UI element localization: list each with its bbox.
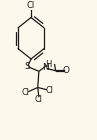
Text: H: H [45, 60, 51, 69]
Text: Cl: Cl [45, 86, 53, 95]
Text: N: N [42, 63, 49, 72]
Text: O: O [63, 66, 70, 75]
Text: Cl: Cl [35, 95, 43, 104]
Text: Cl: Cl [27, 1, 35, 10]
Text: Cl: Cl [22, 88, 30, 97]
Text: S: S [24, 62, 30, 71]
